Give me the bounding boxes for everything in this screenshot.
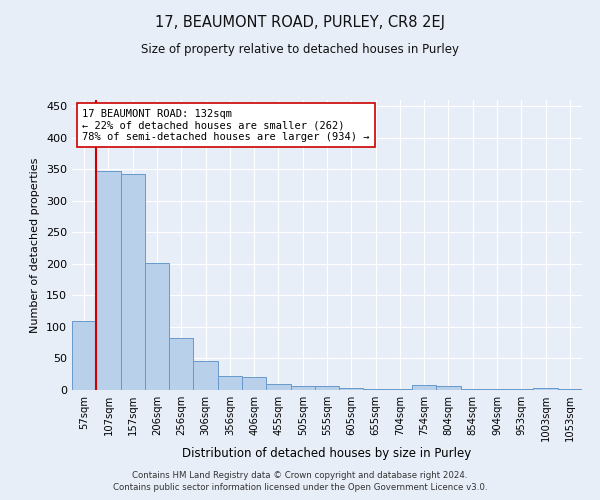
X-axis label: Distribution of detached houses by size in Purley: Distribution of detached houses by size … bbox=[182, 447, 472, 460]
Bar bbox=[121, 174, 145, 390]
Bar bbox=[72, 320, 96, 390]
Bar bbox=[266, 384, 290, 390]
Bar bbox=[436, 386, 461, 390]
Bar bbox=[461, 388, 485, 390]
Bar bbox=[145, 262, 169, 390]
Text: 17, BEAUMONT ROAD, PURLEY, CR8 2EJ: 17, BEAUMONT ROAD, PURLEY, CR8 2EJ bbox=[155, 15, 445, 30]
Text: Size of property relative to detached houses in Purley: Size of property relative to detached ho… bbox=[141, 42, 459, 56]
Bar bbox=[169, 338, 193, 390]
Bar bbox=[315, 386, 339, 390]
Text: Contains HM Land Registry data © Crown copyright and database right 2024.
Contai: Contains HM Land Registry data © Crown c… bbox=[113, 471, 487, 492]
Bar bbox=[193, 361, 218, 390]
Text: 17 BEAUMONT ROAD: 132sqm
← 22% of detached houses are smaller (262)
78% of semi-: 17 BEAUMONT ROAD: 132sqm ← 22% of detach… bbox=[82, 108, 370, 142]
Bar bbox=[218, 376, 242, 390]
Bar bbox=[96, 171, 121, 390]
Bar bbox=[533, 388, 558, 390]
Bar bbox=[242, 378, 266, 390]
Bar bbox=[290, 386, 315, 390]
Y-axis label: Number of detached properties: Number of detached properties bbox=[31, 158, 40, 332]
Bar bbox=[412, 385, 436, 390]
Bar bbox=[558, 388, 582, 390]
Bar bbox=[339, 388, 364, 390]
